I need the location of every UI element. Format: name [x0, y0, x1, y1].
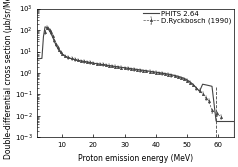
- PHITS 2.64: [117, 66, 120, 68]
- PHITS 2.64: [145, 70, 148, 72]
- PHITS 2.64: [101, 64, 104, 66]
- PHITS 2.64: [148, 70, 151, 72]
- Line: PHITS 2.64: PHITS 2.64: [37, 27, 216, 121]
- PHITS 2.64: [44, 26, 46, 28]
- PHITS 2.64: [36, 58, 39, 60]
- PHITS 2.64: [53, 40, 56, 42]
- Y-axis label: Double-differential cross section (μb/sr/MeV): Double-differential cross section (μb/sr…: [4, 0, 13, 159]
- PHITS 2.64: [129, 68, 132, 70]
- Legend: PHITS 2.64, D.Ryckbosch (1990): PHITS 2.64, D.Ryckbosch (1990): [143, 10, 233, 25]
- PHITS 2.64: [215, 120, 218, 122]
- X-axis label: Proton emission energy (MeV): Proton emission energy (MeV): [78, 154, 193, 163]
